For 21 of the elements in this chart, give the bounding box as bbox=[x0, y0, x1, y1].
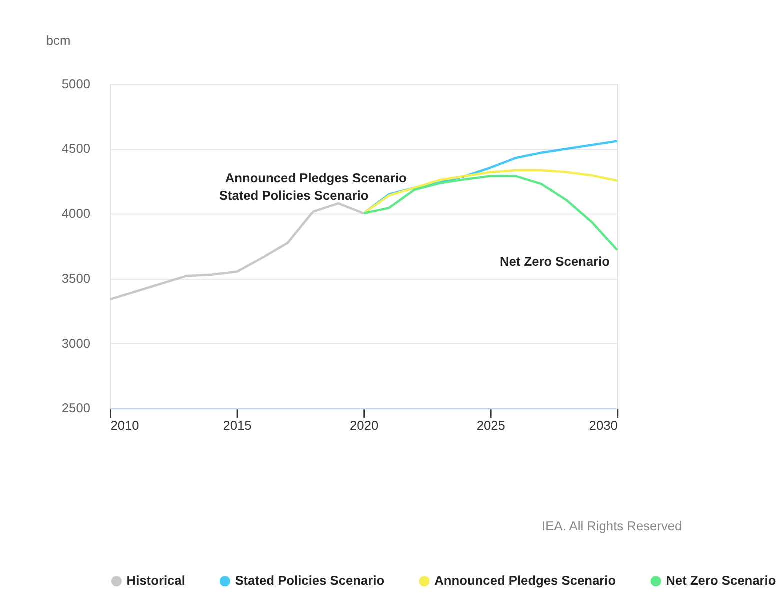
x-tick-label: 2010 bbox=[110, 418, 140, 434]
line-series bbox=[109, 202, 366, 301]
y-tick-label: 4500 bbox=[62, 141, 91, 156]
y-tick-label: 3500 bbox=[62, 270, 91, 286]
text: IEA. All Rights Reserved bbox=[542, 518, 682, 534]
x-tick-label: 2020 bbox=[350, 418, 379, 434]
legend-label: Stated Policies Scenario bbox=[235, 573, 385, 588]
y-tick-label: 5000 bbox=[62, 76, 91, 92]
y-tick-label: 3000 bbox=[62, 336, 91, 351]
annotation: Net Zero Scenario bbox=[500, 254, 610, 270]
x-tick-label: 2015 bbox=[223, 418, 252, 434]
legend-label: Net Zero Scenario bbox=[666, 573, 776, 588]
x-tick-label: 2025 bbox=[476, 418, 506, 434]
y-tick-label: 2500 bbox=[62, 400, 91, 416]
legend-label: Announced Pledges Scenario bbox=[434, 573, 616, 588]
x-tick-label: 2030 bbox=[589, 418, 618, 434]
legend-label: Historical bbox=[126, 573, 186, 588]
annotation: Stated Policies Scenario bbox=[219, 188, 369, 203]
annotation: Announced Pledges Scenario bbox=[225, 170, 407, 186]
y-axis-title: bcm bbox=[46, 33, 71, 48]
y-tick-label: 4000 bbox=[62, 206, 91, 222]
